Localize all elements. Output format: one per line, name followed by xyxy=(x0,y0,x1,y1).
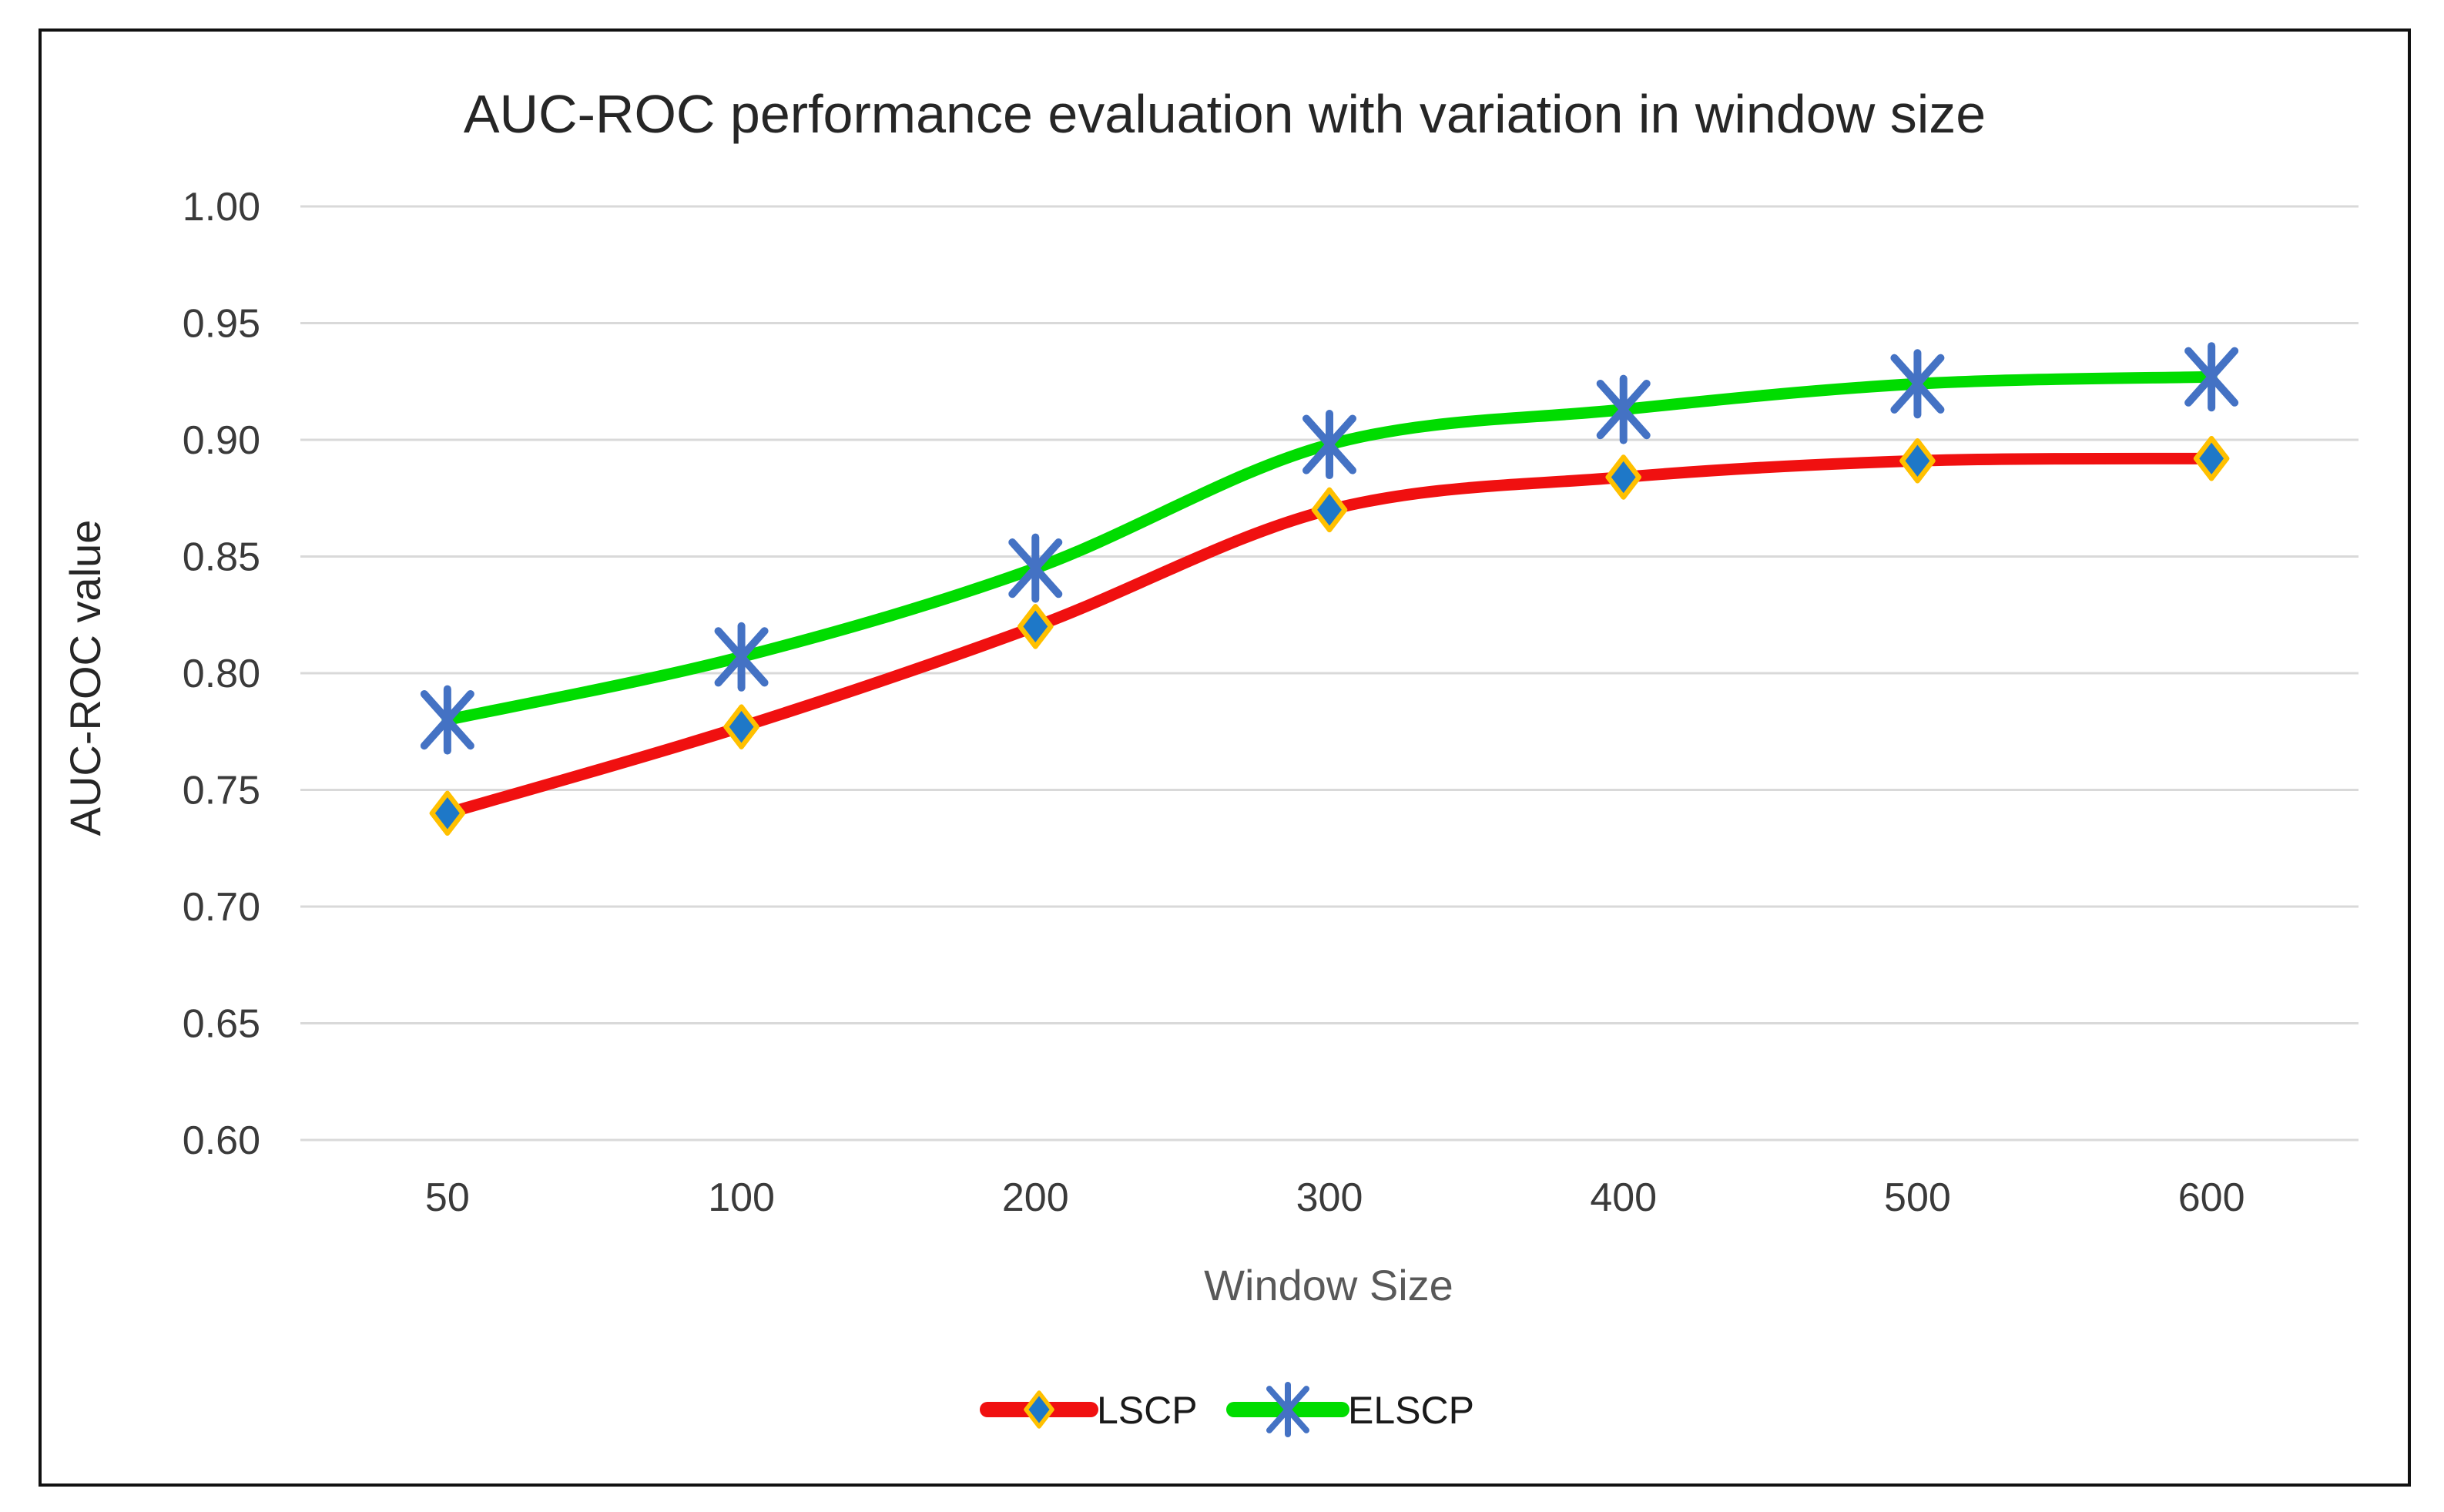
marker-asterisk-elscp xyxy=(420,685,474,755)
figure-border xyxy=(39,28,2411,1487)
marker-asterisk-elscp-spoke xyxy=(1890,354,1945,414)
y-tick-label: 0.95 xyxy=(183,302,260,347)
gridlines xyxy=(300,205,2359,1142)
marker-asterisk-elscp xyxy=(1890,349,1945,419)
marker-asterisk-elscp-spoke xyxy=(2184,347,2239,407)
x-tick-label: 100 xyxy=(708,1175,775,1220)
marker-asterisk-elscp xyxy=(714,622,769,692)
marker-asterisk-elscp xyxy=(2184,342,2239,412)
marker-asterisk-elscp-spoke xyxy=(1302,414,1356,474)
marker-asterisk-elscp-spoke xyxy=(714,627,769,687)
marker-asterisk-elscp-spoke xyxy=(420,690,474,750)
marker-asterisk-elscp xyxy=(1008,533,1063,603)
marker-diamond-lscp xyxy=(1017,604,1054,649)
y-tick-label: 0.90 xyxy=(183,418,260,463)
marker-diamond-lscp xyxy=(1311,487,1348,533)
legend-label-elscp: ELSCP xyxy=(1348,1389,1474,1432)
marker-asterisk-elscp-spoke xyxy=(1008,538,1063,598)
y-tick-label: 0.65 xyxy=(183,1002,260,1047)
x-tick-label: 50 xyxy=(425,1175,470,1220)
legend-label-lscp: LSCP xyxy=(1097,1389,1198,1432)
y-tick-label: 1.00 xyxy=(183,185,260,230)
marker-diamond-lscp xyxy=(429,790,466,836)
marker-diamond-lscp xyxy=(723,704,759,749)
y-tick-label: 0.70 xyxy=(183,885,260,930)
y-axis-title: AUC-ROC value xyxy=(61,520,109,836)
x-tick-label: 300 xyxy=(1296,1175,1363,1220)
legend-marker-diamond-lscp xyxy=(1024,1390,1054,1429)
y-tick-label: 0.85 xyxy=(183,535,260,580)
marker-asterisk-elscp-spoke xyxy=(1596,380,1651,440)
y-tick-label: 0.80 xyxy=(183,652,260,696)
x-axis-title: Window Size xyxy=(1204,1261,1453,1309)
marker-diamond-lscp xyxy=(1899,438,1936,484)
series-markers xyxy=(420,342,2239,836)
chart-title: AUC-ROC performance evaluation with vari… xyxy=(464,84,1986,144)
x-tick-labels: 50 100 200 300 400 500 600 xyxy=(425,1175,2245,1220)
legend-marker-asterisk-elscp xyxy=(1266,1382,1309,1437)
x-tick-label: 200 xyxy=(1002,1175,1069,1220)
legend: LSCP ELSCP xyxy=(980,1382,1474,1437)
x-tick-label: 500 xyxy=(1884,1175,1951,1220)
x-tick-label: 600 xyxy=(2178,1175,2245,1220)
marker-diamond-lscp xyxy=(2193,435,2230,481)
y-tick-label: 0.75 xyxy=(183,769,260,813)
y-tick-labels: 1.00 0.95 0.90 0.85 0.80 0.75 0.70 0.65 0.60 xyxy=(183,185,260,1163)
marker-diamond-lscp xyxy=(1605,454,1641,500)
x-tick-label: 400 xyxy=(1590,1175,1657,1220)
legend-marker-asterisk-elscp-spoke xyxy=(1266,1386,1309,1433)
y-tick-label: 0.60 xyxy=(183,1118,260,1163)
marker-asterisk-elscp xyxy=(1302,410,1356,480)
marker-asterisk-elscp xyxy=(1596,374,1651,444)
